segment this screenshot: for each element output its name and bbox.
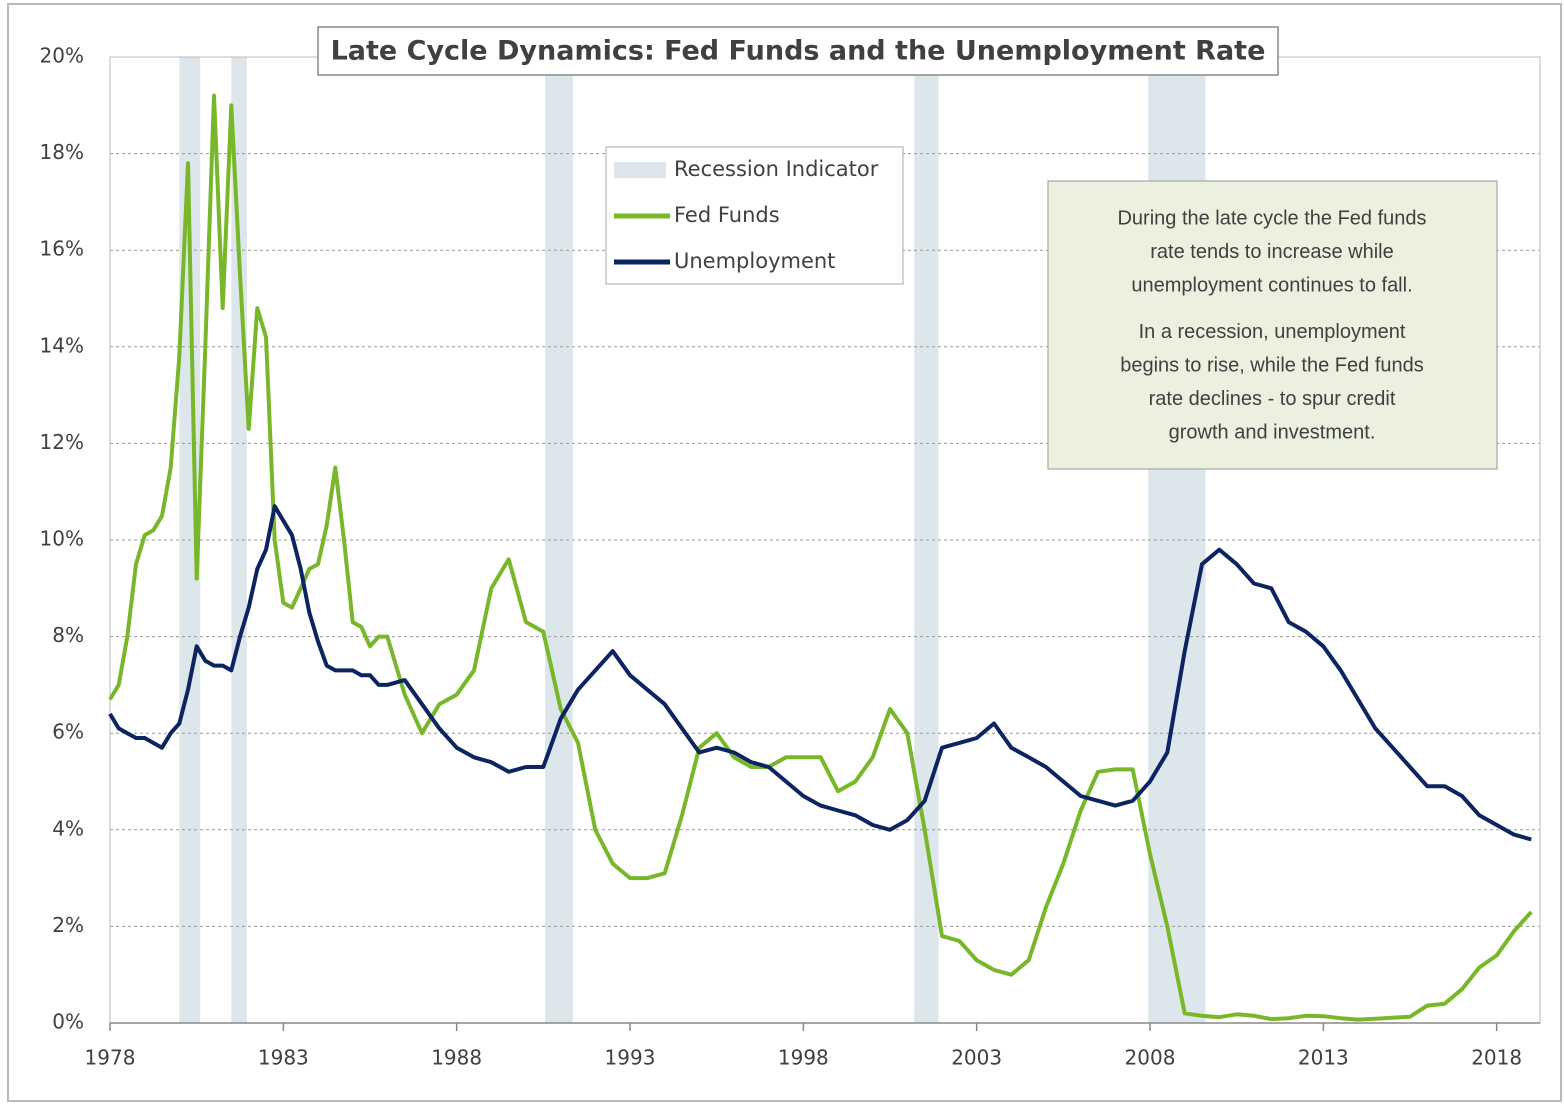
y-tick-label: 2%: [52, 913, 84, 937]
annotation-text: begins to rise, while the Fed funds: [1120, 354, 1424, 376]
legend-label: Fed Funds: [674, 203, 780, 227]
y-tick-label: 18%: [40, 140, 84, 164]
annotation-text: rate declines - to spur credit: [1149, 388, 1396, 410]
x-tick-label: 2003: [951, 1046, 1002, 1070]
y-tick-label: 6%: [52, 720, 84, 744]
x-tick-label: 1978: [85, 1046, 136, 1070]
annotation-text: growth and investment.: [1169, 421, 1376, 443]
y-tick-label: 16%: [40, 237, 84, 261]
chart-title: Late Cycle Dynamics: Fed Funds and the U…: [331, 36, 1266, 67]
y-tick-label: 14%: [40, 333, 84, 357]
x-tick-label: 1998: [778, 1046, 829, 1070]
y-tick-label: 20%: [40, 44, 84, 68]
y-tick-label: 0%: [52, 1010, 84, 1034]
x-tick-label: 2018: [1471, 1046, 1522, 1070]
annotation-box: [1047, 180, 1498, 470]
annotation-text: rate tends to increase while: [1150, 241, 1393, 263]
y-tick-label: 4%: [52, 816, 84, 840]
y-tick-label: 12%: [40, 430, 84, 454]
y-tick-label: 8%: [52, 623, 84, 647]
annotation-text: unemployment continues to fall.: [1131, 274, 1412, 296]
annotation-text: During the late cycle the Fed funds: [1117, 207, 1426, 229]
x-tick-label: 2008: [1125, 1046, 1176, 1070]
series-line: [108, 504, 1532, 842]
legend-label: Recession Indicator: [674, 157, 879, 181]
legend-label: Unemployment: [674, 249, 835, 273]
title-box: [317, 26, 1279, 76]
annotation-text: In a recession, unemployment: [1139, 321, 1406, 343]
x-tick-label: 1988: [431, 1046, 482, 1070]
series-line: [108, 93, 1533, 1022]
x-tick-label: 2013: [1298, 1046, 1349, 1070]
x-tick-label: 1983: [258, 1046, 309, 1070]
y-tick-label: 10%: [40, 527, 84, 551]
x-tick-label: 1993: [605, 1046, 656, 1070]
